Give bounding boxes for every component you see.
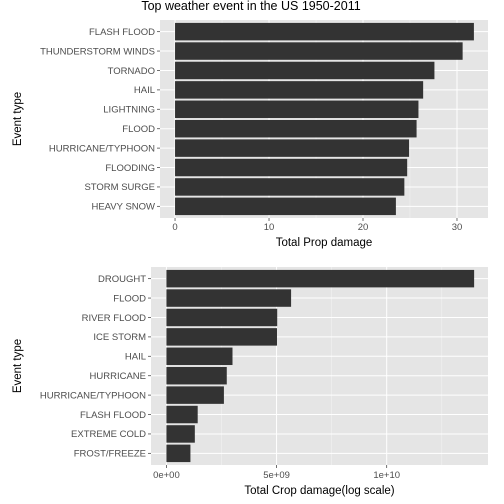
y-axis-title: Event type [12,339,24,393]
bar-extreme-cold [166,425,195,443]
bar-frost-freeze [166,444,191,463]
y-axis-title: Event type [12,92,24,146]
bar-flash-flood [166,405,198,424]
x-tick-label: 0e+00 [153,470,180,481]
x-tick-label: 1e+10 [373,470,400,481]
bar-hurricane [166,366,227,385]
bar-thunderstorm-winds [175,42,463,60]
y-tick-label: HAIL [125,352,146,363]
x-axis-title: Total Prop damage [276,237,373,249]
y-tick-label: THUNDERSTORM WINDS [40,46,155,57]
chart-panel-2: DROUGHT FLOOD RIVER FLOOD ICE STORM HAIL HURR… [12,267,488,497]
y-tick-label: FLOOD [113,293,146,304]
y-tick-label: FROST/FREEZE [74,449,146,460]
chart-panel-1: FLASH FLOOD THUNDERSTORM WINDS TORNADO HAIL… [12,20,488,249]
bar-ice-storm [166,328,277,346]
y-tick-label: HURRICANE/TYPHOON [49,143,155,154]
bar-hail [166,347,233,366]
y-tick-label: FLASH FLOOD [89,27,155,38]
y-tick-label: HEAVY SNOW [91,202,155,213]
y-tick-label: FLOODING [105,163,155,174]
bar-flood [166,289,292,307]
x-tick-label: 0 [172,222,177,233]
y-tick-label: DROUGHT [98,274,146,285]
y-tick-label: HURRICANE [90,371,146,382]
bar-lightning [175,100,419,119]
y-tick-label: LIGHTNING [103,105,155,116]
bar-hurricane-typhoon [175,139,410,157]
y-tick-label: HURRICANE/TYPHOON [40,390,146,401]
y-tick-label: FLOOD [122,124,155,135]
x-tick-label: 5e+09 [263,470,290,481]
bar-drought [166,269,475,288]
bar-hurricane-typhoon [166,386,224,404]
bar-storm-surge [175,178,405,196]
bar-tornado [175,61,435,80]
bar-flood [175,119,417,138]
y-tick-label: EXTREME COLD [71,429,146,440]
x-tick-label: 30 [452,222,463,233]
bar-hail [175,81,424,99]
y-tick-label: STORM SURGE [84,182,155,193]
x-tick-label: 20 [358,222,369,233]
x-axis-title: Total Crop damage(log scale) [244,485,394,497]
bar-flash-flood [175,22,474,41]
y-tick-label: TORNADO [108,66,155,77]
bar-flooding [175,158,408,177]
y-tick-label: HAIL [134,85,155,96]
x-tick-label: 10 [264,222,275,233]
chart-title: Top weather event in the US 1950-2011 [141,0,360,13]
bar-heavy-snow [175,197,396,216]
bar-river-flood [166,308,278,327]
y-tick-label: RIVER FLOOD [82,313,147,324]
y-tick-label: ICE STORM [93,332,146,343]
y-tick-label: FLASH FLOOD [80,410,146,421]
